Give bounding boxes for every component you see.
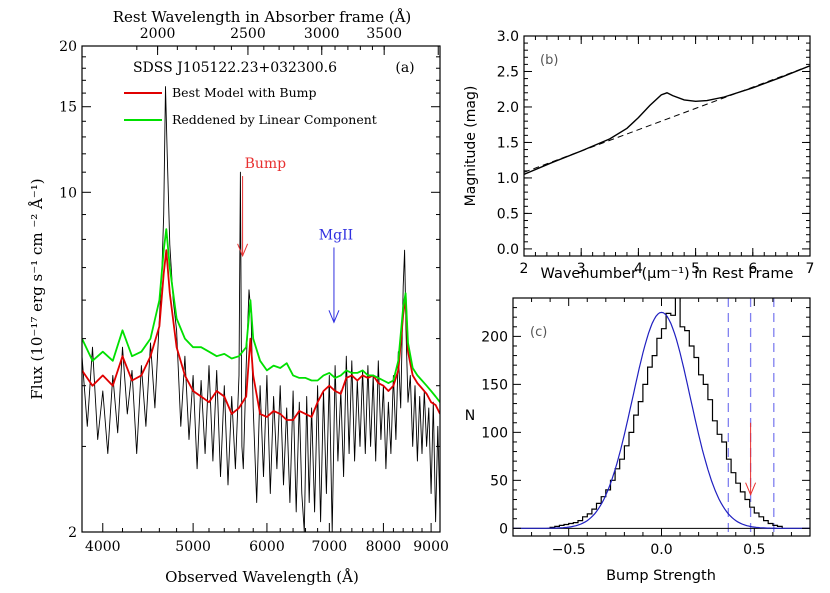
panel-a: Rest Wavelength in Absorber frame (Å) 20… (28, 8, 449, 586)
series-line-best-model-with-bump (82, 249, 440, 421)
x-tick-label: 0.0 (650, 542, 672, 558)
annotation-label: Bump (245, 156, 287, 172)
x-tick-label: 6000 (249, 539, 285, 555)
top-tick-label: 3000 (304, 26, 340, 42)
panel-a-annotations: Bump MgII (237, 156, 353, 324)
gaussian-fit-line (513, 311, 810, 529)
panel-b-series (524, 65, 810, 176)
x-tick-label: 2 (520, 261, 529, 277)
panel-a-top-axis-label: Rest Wavelength in Absorber frame (Å) (113, 8, 412, 26)
histogram-steps (549, 298, 783, 529)
panel-a-y-axis-label: Flux (10⁻¹⁷ erg s⁻¹ cm ⁻² Å⁻¹) (28, 178, 46, 399)
linear-component-line (524, 65, 810, 173)
y-tick-label: 3.0 (497, 29, 519, 45)
annotation-arrow-head (328, 310, 340, 324)
y-tick-label: 2.5 (497, 64, 519, 80)
top-tick-label: 2500 (230, 26, 266, 42)
x-tick-label: −0.5 (552, 542, 586, 558)
y-tick-label: 20 (59, 39, 77, 55)
legend-label: Reddened by Linear Component (172, 112, 377, 127)
x-tick-label: 4000 (85, 539, 121, 555)
panel-b-x-axis-label: Wavenumber (μm⁻¹) in Rest Frame (541, 266, 794, 282)
y-tick-label: 0.5 (497, 206, 519, 222)
panel-c-axes: −0.5 0.0 0.5 0 50 100 150 200 (481, 298, 811, 558)
panel-b: 2 3 4 5 6 7 0.0 0.5 1.0 1.5 2.0 2.5 3.0 (b) Wavenumb… (463, 29, 814, 282)
y-tick-label: 100 (481, 425, 508, 441)
top-tick-label: 2000 (140, 26, 176, 42)
panel-b-axes: 2 3 4 5 6 7 0.0 0.5 1.0 1.5 2.0 2.5 3.0 (497, 29, 815, 277)
panel-c-y-axis-label: N (465, 408, 475, 424)
panel-a-object-name: SDSS J105122.23+032300.6 (133, 60, 337, 76)
panel-b-label: (b) (540, 53, 558, 68)
panel-c-series (513, 298, 810, 536)
x-tick-label: 3 (577, 261, 586, 277)
panel-a-legend: Best Model with Bump Reddened by Linear C… (124, 85, 377, 127)
legend-label: Best Model with Bump (172, 85, 317, 100)
top-tick-label: 3500 (366, 26, 402, 42)
panel-b-y-axis-label: Magnitude (mag) (463, 86, 479, 207)
y-tick-label: 1.0 (497, 171, 519, 187)
panel-a-axes: 4000 5000 6000 7000 8000 9000 2 10 15 20 (59, 39, 449, 555)
y-tick-label: 50 (490, 473, 508, 489)
panel-c: −0.5 0.0 0.5 0 50 100 150 200 (c) Bump Strength… (465, 297, 811, 584)
x-tick-label: 6 (748, 261, 757, 277)
panel-c-x-axis-label: Bump Strength (606, 568, 716, 584)
x-tick-label: 7 (806, 261, 815, 277)
y-tick-label: 150 (481, 377, 508, 393)
extinction-curve-line (524, 65, 810, 176)
panel-a-label: (a) (395, 60, 414, 76)
y-tick-label: 2 (68, 525, 77, 541)
x-tick-label: 5 (691, 261, 700, 277)
x-tick-label: 4 (634, 261, 643, 277)
x-tick-label: 5000 (175, 539, 211, 555)
annotation-label: MgII (319, 227, 353, 243)
panel-c-label: (c) (530, 325, 547, 340)
x-tick-label: 8000 (366, 539, 402, 555)
x-tick-label: 9000 (413, 539, 449, 555)
y-tick-label: 0.0 (497, 242, 519, 258)
y-tick-label: 10 (59, 185, 77, 201)
annotation-arrow-head (237, 243, 249, 258)
y-tick-label: 0 (499, 521, 508, 537)
panel-a-frame (81, 45, 441, 533)
panel-a-top-axis: 2000 2500 3000 3500 (136, 26, 439, 55)
y-tick-label: 2.0 (497, 100, 519, 116)
x-tick-label: 7000 (312, 539, 348, 555)
panel-b-frame (523, 35, 811, 257)
panel-a-x-axis-label: Observed Wavelength (Å) (165, 568, 359, 586)
y-tick-label: 15 (59, 100, 77, 116)
series-line-observed-spectrum (82, 86, 440, 532)
y-tick-label: 200 (481, 329, 508, 345)
x-tick-label: 0.5 (743, 542, 765, 558)
y-tick-label: 1.5 (497, 135, 519, 151)
panel-a-series (82, 86, 440, 532)
measured-value-arrow-head (745, 482, 757, 497)
series-line-reddened-by-linear-component (82, 228, 440, 403)
